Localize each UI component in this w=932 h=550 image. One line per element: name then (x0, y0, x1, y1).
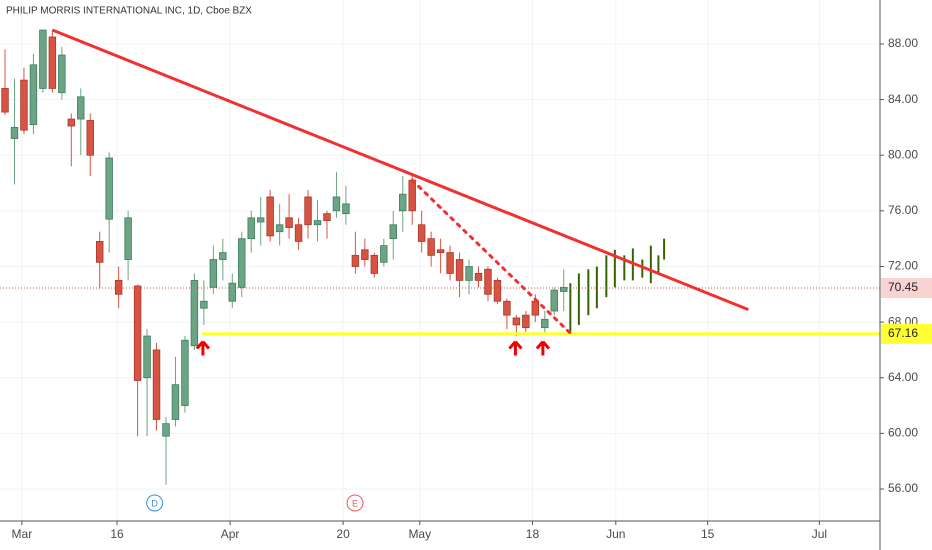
x-tick-label: May (408, 527, 431, 541)
candle-body (351, 254, 360, 267)
y-tick-label: 76.00 (888, 203, 918, 217)
candle-body (512, 317, 521, 326)
x-tick-label: Apr (221, 527, 240, 541)
y-tick-label: 80.00 (888, 147, 918, 161)
y-tick-label: 56.00 (888, 481, 918, 495)
candle-body (200, 300, 208, 309)
candle-body (323, 213, 331, 221)
event-marker (346, 494, 364, 512)
candle-body (39, 29, 47, 89)
x-tick-label: 18 (526, 527, 540, 541)
candle-body (86, 120, 94, 156)
candle-body (133, 285, 142, 381)
candle-body (95, 241, 104, 263)
event-marker (146, 494, 164, 512)
candle-body (484, 268, 492, 295)
trendline (51, 28, 749, 311)
candle-body (58, 54, 66, 94)
candle-body (493, 279, 502, 302)
candle-body (455, 259, 464, 281)
candle-body (10, 126, 19, 139)
candle-body (67, 118, 76, 127)
x-tick-label: Jul (812, 527, 827, 541)
candle-body (77, 96, 85, 120)
candle-body (219, 252, 227, 260)
x-tick-label: Jun (606, 527, 625, 541)
last-price-label: 70.45 (888, 280, 918, 294)
support-label: 67.16 (888, 326, 918, 340)
axes: 56.0060.0064.0068.0072.0076.0080.0084.00… (12, 36, 932, 541)
x-tick-label: Mar (12, 527, 33, 541)
candle-body (332, 196, 341, 212)
y-tick-label: 88.00 (888, 36, 918, 50)
candle-body (152, 349, 161, 420)
candle-body (105, 157, 113, 220)
candle-body (181, 339, 189, 406)
candle-body (313, 220, 322, 226)
dotted-trendline (410, 178, 572, 335)
candle-body (474, 273, 483, 281)
candle-body (427, 238, 435, 256)
candle-body (531, 300, 540, 316)
candle-body (503, 300, 511, 316)
candle-body (370, 254, 379, 274)
candle-body (436, 249, 445, 253)
candle-body (48, 36, 57, 89)
candle-body (408, 179, 416, 212)
candle-body (266, 196, 274, 237)
candle-body (143, 335, 151, 379)
event-label: D (151, 498, 158, 508)
candle-body (1, 88, 9, 113)
candle-body (541, 318, 549, 329)
up-arrow (535, 340, 551, 356)
candle-body (124, 217, 132, 260)
event-label: E (352, 498, 358, 508)
candle-body (162, 423, 170, 437)
candle-body (209, 259, 218, 288)
candle-body (247, 217, 255, 240)
candle-body (285, 217, 293, 228)
up-arrow (508, 340, 523, 356)
support-badge (881, 323, 932, 344)
candle-body (20, 79, 28, 131)
candle-body (465, 266, 473, 281)
candle-body (380, 245, 388, 263)
y-tick-label: 60.00 (888, 426, 918, 440)
candle-body (238, 238, 246, 288)
candle-body (304, 196, 312, 226)
candle-body (171, 384, 180, 420)
y-tick-label: 84.00 (888, 92, 918, 106)
up-arrow (195, 340, 211, 356)
candle-body (560, 286, 568, 292)
candle-body (228, 282, 237, 302)
candle-body (389, 224, 397, 240)
y-tick-label: 64.00 (888, 370, 918, 384)
candle-body (342, 203, 350, 215)
candle-body (294, 224, 303, 242)
candle-body (114, 279, 123, 295)
chart-title: PHILIP MORRIS INTERNATIONAL INC, 1D, Cbo… (6, 6, 252, 17)
candle-body (190, 279, 199, 347)
candle-body (256, 217, 265, 223)
last-price-badge (881, 278, 932, 299)
candle-body (550, 289, 558, 312)
x-tick-label: 15 (701, 527, 715, 541)
candle-body (361, 249, 369, 260)
x-tick-label: 20 (336, 527, 350, 541)
y-tick-label: 72.00 (888, 259, 918, 273)
candle-body (417, 224, 426, 242)
x-tick-label: 16 (110, 527, 124, 541)
candle-body (446, 252, 454, 274)
candle-body (399, 193, 407, 212)
candle-body (522, 314, 530, 329)
candle-body (275, 224, 284, 233)
candle-body (29, 64, 38, 126)
